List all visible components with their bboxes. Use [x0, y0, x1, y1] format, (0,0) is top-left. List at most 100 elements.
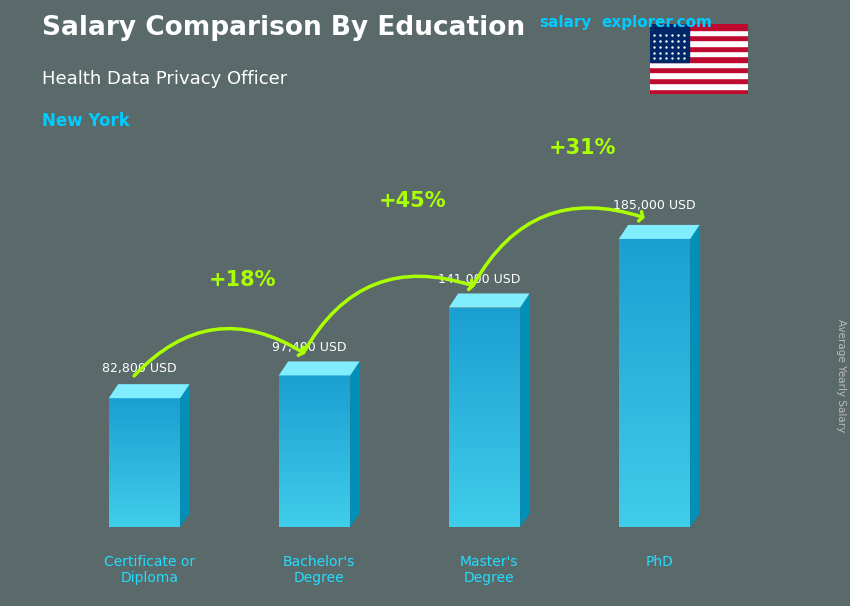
Bar [449, 310, 520, 313]
Bar [279, 465, 350, 467]
Polygon shape [279, 361, 360, 376]
Bar [449, 428, 520, 431]
Bar [279, 438, 350, 440]
Bar [279, 415, 350, 417]
Bar [619, 412, 690, 416]
Bar [279, 455, 350, 457]
Bar [109, 482, 180, 484]
Bar [619, 246, 690, 250]
Bar [109, 519, 180, 521]
Bar [109, 447, 180, 448]
Bar [619, 498, 690, 502]
Bar [619, 466, 690, 470]
Bar [109, 406, 180, 408]
Polygon shape [619, 225, 700, 239]
Bar [109, 508, 180, 510]
Bar [279, 512, 350, 514]
Bar [109, 442, 180, 444]
Bar [619, 524, 690, 527]
Bar [449, 475, 520, 478]
Bar [279, 463, 350, 465]
Bar [449, 505, 520, 508]
Bar [650, 24, 689, 62]
Bar [279, 502, 350, 504]
Bar [449, 439, 520, 442]
Bar [650, 30, 748, 35]
Polygon shape [520, 293, 530, 527]
Bar [109, 415, 180, 416]
Bar [650, 24, 748, 30]
Bar [109, 450, 180, 451]
Bar [449, 502, 520, 505]
Bar [619, 437, 690, 441]
Bar [449, 522, 520, 524]
Bar [109, 444, 180, 445]
Bar [619, 423, 690, 427]
Bar [279, 436, 350, 438]
Bar [619, 401, 690, 405]
Bar [619, 344, 690, 347]
Bar [619, 416, 690, 419]
Bar [109, 419, 180, 421]
Bar [109, 524, 180, 525]
Bar [650, 78, 748, 83]
Bar [619, 427, 690, 430]
Bar [109, 487, 180, 488]
Bar [279, 427, 350, 428]
Bar [109, 471, 180, 473]
Bar [449, 351, 520, 354]
Bar [449, 481, 520, 483]
Bar [279, 518, 350, 519]
Bar [619, 261, 690, 264]
Bar [619, 473, 690, 477]
Bar [619, 242, 690, 246]
Bar [279, 393, 350, 395]
Bar [619, 355, 690, 358]
Polygon shape [180, 384, 190, 527]
Bar [619, 477, 690, 481]
Bar [619, 502, 690, 505]
Bar [449, 500, 520, 502]
Bar [619, 300, 690, 304]
Bar [449, 418, 520, 420]
Bar [619, 394, 690, 398]
Bar [449, 412, 520, 415]
Bar [449, 379, 520, 382]
Bar [619, 405, 690, 408]
Bar [449, 332, 520, 335]
Bar [650, 83, 748, 88]
Bar [109, 505, 180, 506]
Bar [449, 524, 520, 527]
Bar [279, 516, 350, 518]
Bar [449, 431, 520, 434]
Bar [109, 521, 180, 522]
Bar [449, 354, 520, 357]
Bar [619, 307, 690, 311]
Bar [279, 499, 350, 501]
Bar [650, 45, 748, 51]
Bar [449, 307, 520, 310]
Bar [109, 400, 180, 401]
Bar [619, 491, 690, 494]
Bar [449, 398, 520, 401]
Bar [619, 358, 690, 361]
Bar [109, 484, 180, 485]
Bar [279, 482, 350, 484]
Bar [619, 286, 690, 290]
Bar [279, 408, 350, 410]
Bar [619, 470, 690, 473]
Text: Master's
Degree: Master's Degree [460, 555, 518, 585]
Bar [449, 442, 520, 445]
Bar [109, 413, 180, 415]
Bar [279, 468, 350, 470]
Bar [619, 408, 690, 412]
Bar [449, 319, 520, 321]
Bar [109, 445, 180, 447]
Bar [449, 313, 520, 316]
Bar [449, 316, 520, 319]
Bar [279, 467, 350, 468]
Bar [449, 365, 520, 368]
Bar [109, 458, 180, 459]
Bar [279, 450, 350, 451]
Bar [109, 525, 180, 527]
